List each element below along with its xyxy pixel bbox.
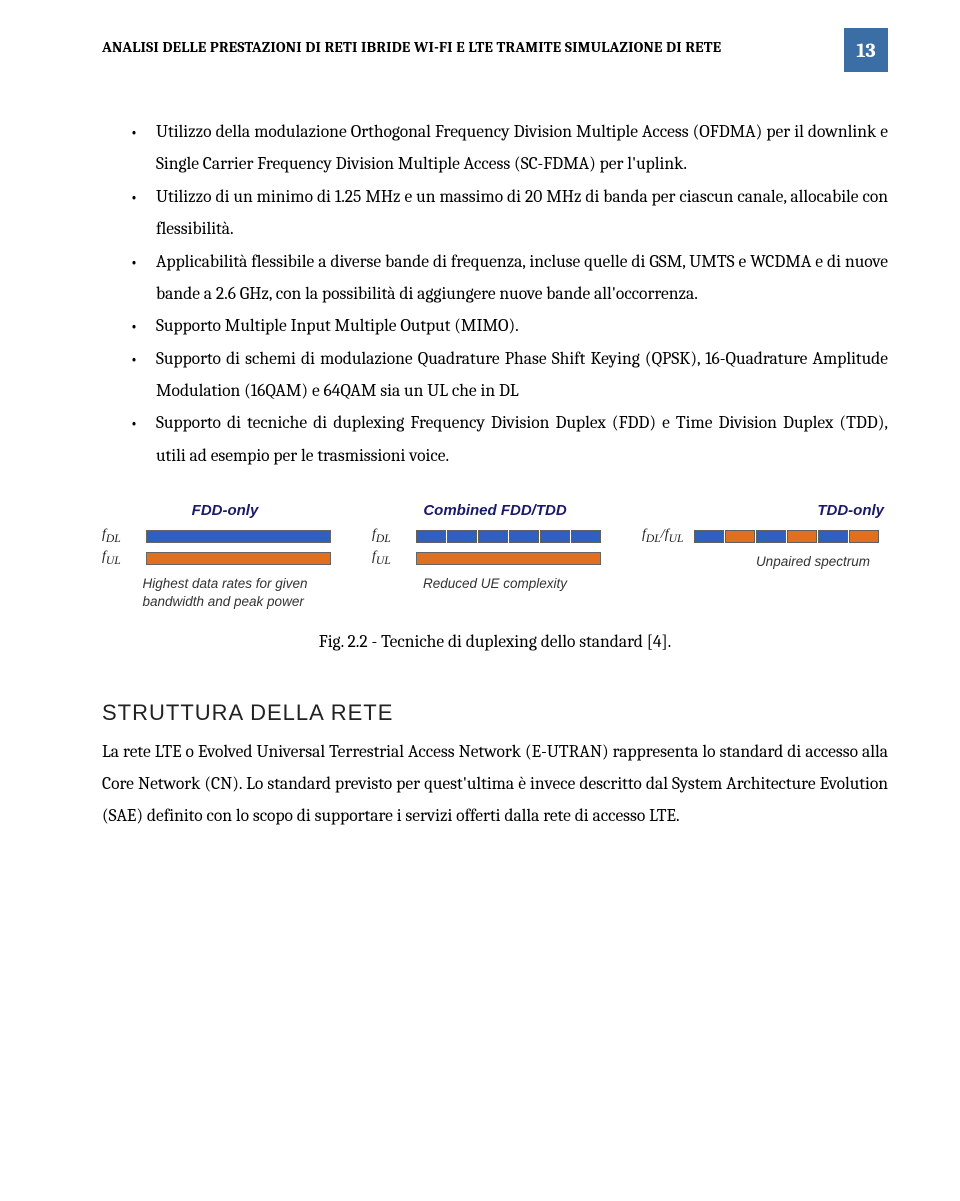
list-item: Supporto di schemi di modulazione Quadra… [130, 343, 888, 408]
fdd-title: FDD-only [192, 502, 259, 519]
list-item: Supporto Multiple Input Multiple Output … [130, 310, 888, 342]
combined-dl-band [416, 530, 601, 543]
fdd-caption: Highest data rates for givenbandwidth an… [142, 575, 307, 611]
fdd-dl-label: fDL [102, 527, 146, 545]
combined-ul-row: fUL [372, 549, 601, 567]
list-item: Supporto di tecniche di duplexing Freque… [130, 407, 888, 472]
page-number-badge: 13 [844, 28, 888, 72]
fdd-column: FDD-only fDL fUL Highest data rates for … [102, 502, 348, 611]
tdd-label: fDL/fUL [642, 527, 694, 545]
list-item: Applicabilità flessibile a diverse bande… [130, 246, 888, 311]
tdd-row: fDL/fUL [642, 527, 879, 545]
tdd-band [694, 530, 879, 543]
fdd-ul-label: fUL [102, 549, 146, 567]
combined-title: Combined FDD/TDD [423, 502, 566, 519]
fdd-ul-band [146, 552, 331, 565]
figure-caption: Fig. 2.2 - Tecniche di duplexing dello s… [102, 632, 888, 652]
duplexing-diagram: FDD-only fDL fUL Highest data rates for … [102, 502, 888, 611]
combined-ul-label: fUL [372, 549, 416, 567]
list-item: Utilizzo di un minimo di 1.25 MHz e un m… [130, 181, 888, 246]
tdd-caption: Unpaired spectrum [756, 553, 870, 571]
tdd-column: TDD-only fDL/fUL Unpaired spectrum [642, 502, 888, 571]
combined-dl-label: fDL [372, 527, 416, 545]
combined-column: Combined FDD/TDD fDL fUL Reduced UE comp… [372, 502, 618, 593]
feature-list: Utilizzo della modulazione Orthogonal Fr… [102, 116, 888, 472]
combined-dl-row: fDL [372, 527, 601, 545]
section-heading: STRUTTURA DELLA RETE [102, 700, 888, 726]
combined-caption: Reduced UE complexity [423, 575, 567, 593]
document-title: ANALISI DELLE PRESTAZIONI DI RETI IBRIDE… [102, 28, 830, 72]
list-item: Utilizzo della modulazione Orthogonal Fr… [130, 116, 888, 181]
fdd-dl-row: fDL [102, 527, 331, 545]
page: ANALISI DELLE PRESTAZIONI DI RETI IBRIDE… [0, 0, 960, 873]
section-body: La rete LTE o Evolved Universal Terrestr… [102, 736, 888, 833]
fdd-ul-row: fUL [102, 549, 331, 567]
tdd-title: TDD-only [817, 502, 884, 519]
page-header: ANALISI DELLE PRESTAZIONI DI RETI IBRIDE… [102, 28, 888, 72]
fdd-dl-band [146, 530, 331, 543]
combined-ul-band [416, 552, 601, 565]
